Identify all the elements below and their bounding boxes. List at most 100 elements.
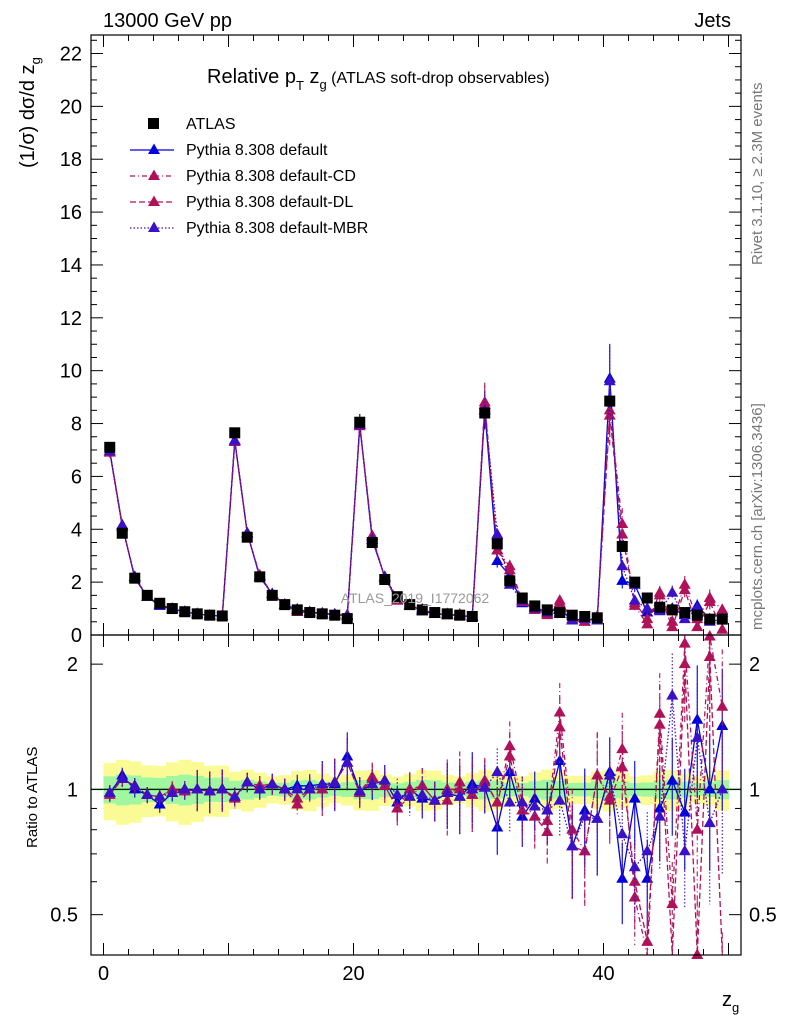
ratio-point-mbr: [341, 756, 354, 767]
ratio-point-mbr: [641, 844, 654, 856]
point-mbr: [228, 434, 241, 445]
ratio-point-mbr: [116, 772, 129, 783]
ratio-point-dl: [691, 948, 704, 959]
point-mbr: [628, 594, 641, 605]
ratio-point-cd: [716, 700, 729, 711]
ratio-point-mbr: [516, 796, 529, 807]
ratio-point-mbr: [566, 839, 579, 851]
rivet-label: Rivet 3.1.10, ≥ 2.3M events: [749, 83, 766, 266]
point-atlas: [329, 609, 341, 621]
ratio-point-mbr: [141, 788, 154, 799]
point-atlas: [529, 600, 541, 612]
ratio-point-dl: [541, 825, 554, 837]
x-tick-label: 40: [592, 963, 614, 985]
point-atlas: [166, 603, 178, 615]
point-atlas: [341, 613, 353, 625]
point-atlas: [716, 613, 728, 625]
ratio-point-mbr: [203, 784, 216, 796]
ratio-point-default: [666, 774, 679, 785]
legend-item-cd: Pythia 8.308 default-CD: [130, 168, 356, 185]
point-mbr: [641, 602, 654, 613]
point-atlas: [466, 610, 478, 622]
y-tick-label: 8: [71, 414, 82, 436]
ratio-point-cd: [678, 637, 691, 648]
ratio-point-default: [628, 792, 641, 803]
point-atlas: [441, 608, 453, 620]
point-dl: [691, 620, 704, 632]
ratio-point-default: [703, 782, 716, 794]
point-atlas: [591, 612, 603, 624]
svg-text:Pythia 8.308 default-DL: Pythia 8.308 default-DL: [186, 194, 353, 211]
ratio-point-mbr: [128, 779, 141, 790]
ratio-point-mbr: [691, 731, 704, 742]
ratio-point-mbr: [316, 777, 329, 789]
point-atlas: [616, 540, 628, 552]
ratio-point-dl: [503, 749, 516, 761]
ratio-point-mbr: [603, 769, 616, 780]
ratio-y-tick-label-right: 0.5: [749, 905, 777, 927]
point-atlas: [454, 609, 466, 621]
point-atlas: [141, 589, 153, 601]
legend-item-atlas: ATLAS: [148, 116, 236, 133]
point-atlas: [129, 572, 141, 584]
point-atlas: [604, 395, 616, 407]
main-data-layer: [103, 343, 729, 634]
point-atlas: [429, 607, 441, 619]
legend-item-default: Pythia 8.308 default: [130, 142, 328, 159]
point-atlas: [666, 604, 678, 616]
legend-default-marker: [148, 143, 160, 154]
ratio-point-mbr: [103, 786, 116, 798]
ratio-point-mbr: [378, 774, 391, 785]
main-y-axis-title: (1/σ) dσ/d zg: [17, 57, 43, 168]
point-mbr: [491, 528, 504, 539]
ratio-point-mbr: [328, 775, 341, 787]
ratio-point-mbr: [528, 799, 541, 811]
ratio-point-default: [616, 872, 629, 883]
ratio-y-tick-label-right: 2: [749, 654, 760, 676]
point-atlas: [704, 613, 716, 625]
ratio-point-mbr: [478, 781, 491, 792]
ratio-point-dl: [653, 718, 666, 729]
point-atlas: [579, 610, 591, 622]
ratio-point-mbr: [491, 765, 504, 777]
ratio-data-layer: [91, 630, 741, 959]
point-atlas: [516, 592, 528, 604]
ratio-point-mbr: [716, 782, 729, 794]
ratio-point-mbr: [416, 788, 429, 799]
point-atlas: [191, 608, 203, 620]
ratio-point-dl: [491, 796, 504, 807]
main-y-ticks: 0 2 4 6 8 10 12 14 16 18 20 22: [60, 39, 741, 647]
legend: ATLAS Pythia 8.308 default Pythia 8.308 …: [130, 116, 368, 237]
point-atlas: [379, 573, 391, 585]
y-tick-label: 12: [60, 308, 82, 330]
y-tick-label: 0: [71, 625, 82, 647]
ratio-point-mbr: [441, 786, 454, 798]
point-dl: [703, 595, 716, 606]
point-atlas: [104, 441, 116, 453]
ratio-point-mbr: [166, 786, 179, 798]
point-atlas: [291, 604, 303, 616]
main-panel: 0 2 4 6 8 10 12 14 16 18 20 22 Relative pT zg (ATLA…: [60, 34, 742, 647]
ratio-line-cd: [109, 636, 723, 956]
svg-text:ATLAS: ATLAS: [186, 116, 236, 133]
ratio-point-mbr: [428, 794, 441, 805]
point-dl: [716, 623, 729, 634]
ratio-point-mbr: [228, 790, 241, 801]
watermark: ATLAS_2019_I1772062: [341, 590, 490, 606]
x-axis-title: zg: [722, 989, 739, 1015]
point-atlas: [691, 609, 703, 621]
svg-text:Pythia 8.308 default-MBR: Pythia 8.308 default-MBR: [186, 220, 368, 237]
ratio-point-mbr: [503, 796, 516, 807]
point-dl: [641, 612, 654, 624]
ratio-point-mbr: [353, 784, 366, 796]
point-default: [616, 574, 629, 585]
series-atlas: [104, 395, 728, 625]
ratio-point-mbr: [303, 782, 316, 794]
ratio-point-mbr: [628, 860, 641, 872]
ratio-point-default: [578, 803, 591, 815]
y-tick-label: 16: [60, 202, 82, 224]
y-tick-label: 14: [60, 255, 82, 277]
point-atlas: [404, 599, 416, 611]
ratio-point-dl: [478, 775, 491, 787]
ratio-point-mbr: [653, 810, 666, 821]
